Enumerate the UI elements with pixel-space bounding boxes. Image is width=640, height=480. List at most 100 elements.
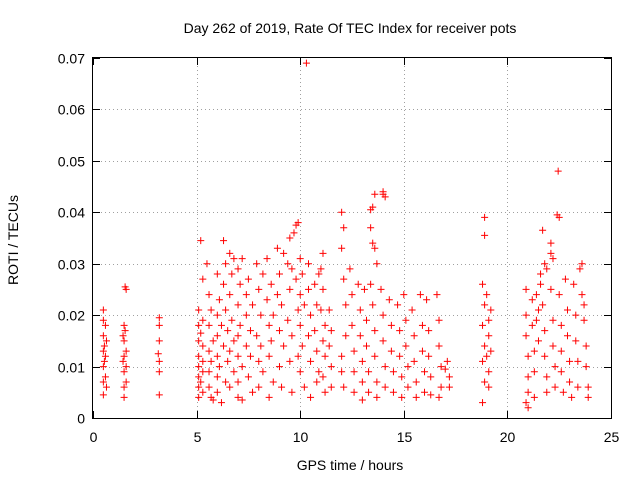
data-point [284, 260, 292, 268]
x-tick-label: 15 [397, 429, 413, 445]
data-point [543, 373, 551, 381]
data-point [280, 342, 288, 350]
data-point [547, 239, 555, 247]
data-point [238, 396, 246, 404]
data-point [298, 270, 306, 278]
data-point [481, 213, 489, 221]
data-point [557, 368, 565, 376]
data-point [286, 234, 294, 242]
data-point [246, 352, 254, 360]
data-point [356, 306, 364, 314]
data-point [199, 357, 207, 365]
data-point [530, 393, 538, 401]
data-point [371, 327, 379, 335]
data-point [537, 270, 545, 278]
data-point [296, 368, 304, 376]
x-axis-ticks: 0 5 10 15 20 25 [90, 58, 619, 445]
data-point [205, 347, 213, 355]
data-point [275, 270, 283, 278]
data-point [253, 260, 261, 268]
data-point [288, 332, 296, 340]
data-point [230, 255, 238, 263]
data-point [195, 363, 203, 371]
data-point [242, 311, 250, 319]
data-point [197, 378, 205, 386]
data-point [402, 342, 410, 350]
data-point [338, 368, 346, 376]
data-point [369, 301, 377, 309]
data-point [578, 260, 586, 268]
data-point [539, 301, 547, 309]
data-point [387, 347, 395, 355]
data-point [205, 291, 213, 299]
data-point [584, 393, 592, 401]
data-point [338, 352, 346, 360]
data-point [408, 306, 416, 314]
data-point [269, 378, 277, 386]
data-point [313, 301, 321, 309]
data-point [400, 291, 408, 299]
data-point [572, 337, 580, 345]
data-point [404, 363, 412, 371]
data-point [102, 383, 110, 391]
data-point [234, 352, 242, 360]
data-point [226, 249, 234, 257]
data-point [584, 383, 592, 391]
data-point [532, 291, 540, 299]
data-point [348, 291, 356, 299]
data-point [215, 363, 223, 371]
data-point [435, 316, 443, 324]
data-point [479, 357, 487, 365]
data-point [220, 342, 228, 350]
data-point [119, 332, 127, 340]
data-point [228, 316, 236, 324]
y-tick-label: 0.06 [58, 102, 85, 118]
data-point [205, 368, 213, 376]
data-point [435, 342, 443, 350]
data-point [342, 301, 350, 309]
data-point [286, 285, 294, 293]
data-point [298, 342, 306, 350]
data-point [294, 306, 302, 314]
data-point [371, 244, 379, 252]
data-point [530, 368, 538, 376]
y-tick-label: 0.04 [58, 205, 85, 221]
data-point [338, 208, 346, 216]
data-point [263, 255, 271, 263]
data-point [296, 255, 304, 263]
data-point [528, 296, 536, 304]
data-point [427, 391, 435, 399]
data-point [155, 314, 163, 322]
data-point [242, 342, 250, 350]
data-point [338, 244, 346, 252]
data-point [315, 270, 323, 278]
data-point [539, 226, 547, 234]
data-point [549, 316, 557, 324]
data-point [275, 327, 283, 335]
data-point [222, 306, 230, 314]
data-point [437, 383, 445, 391]
y-tick-label: 0 [77, 411, 85, 427]
data-point [541, 327, 549, 335]
data-point [234, 301, 242, 309]
data-point [534, 337, 542, 345]
data-point [398, 393, 406, 401]
x-axis-label: GPS time / hours [297, 457, 404, 473]
data-point [389, 388, 397, 396]
data-point [582, 342, 590, 350]
data-point [412, 378, 420, 386]
data-point [99, 363, 107, 371]
data-point [286, 357, 294, 365]
data-point [549, 342, 557, 350]
data-point [396, 352, 404, 360]
data-point [566, 357, 574, 365]
data-point [263, 296, 271, 304]
data-point [199, 342, 207, 350]
data-point [155, 321, 163, 329]
data-point [358, 396, 366, 404]
data-point [275, 363, 283, 371]
data-point [122, 347, 130, 355]
data-point [100, 342, 108, 350]
data-point [246, 327, 254, 335]
data-point [481, 378, 489, 386]
